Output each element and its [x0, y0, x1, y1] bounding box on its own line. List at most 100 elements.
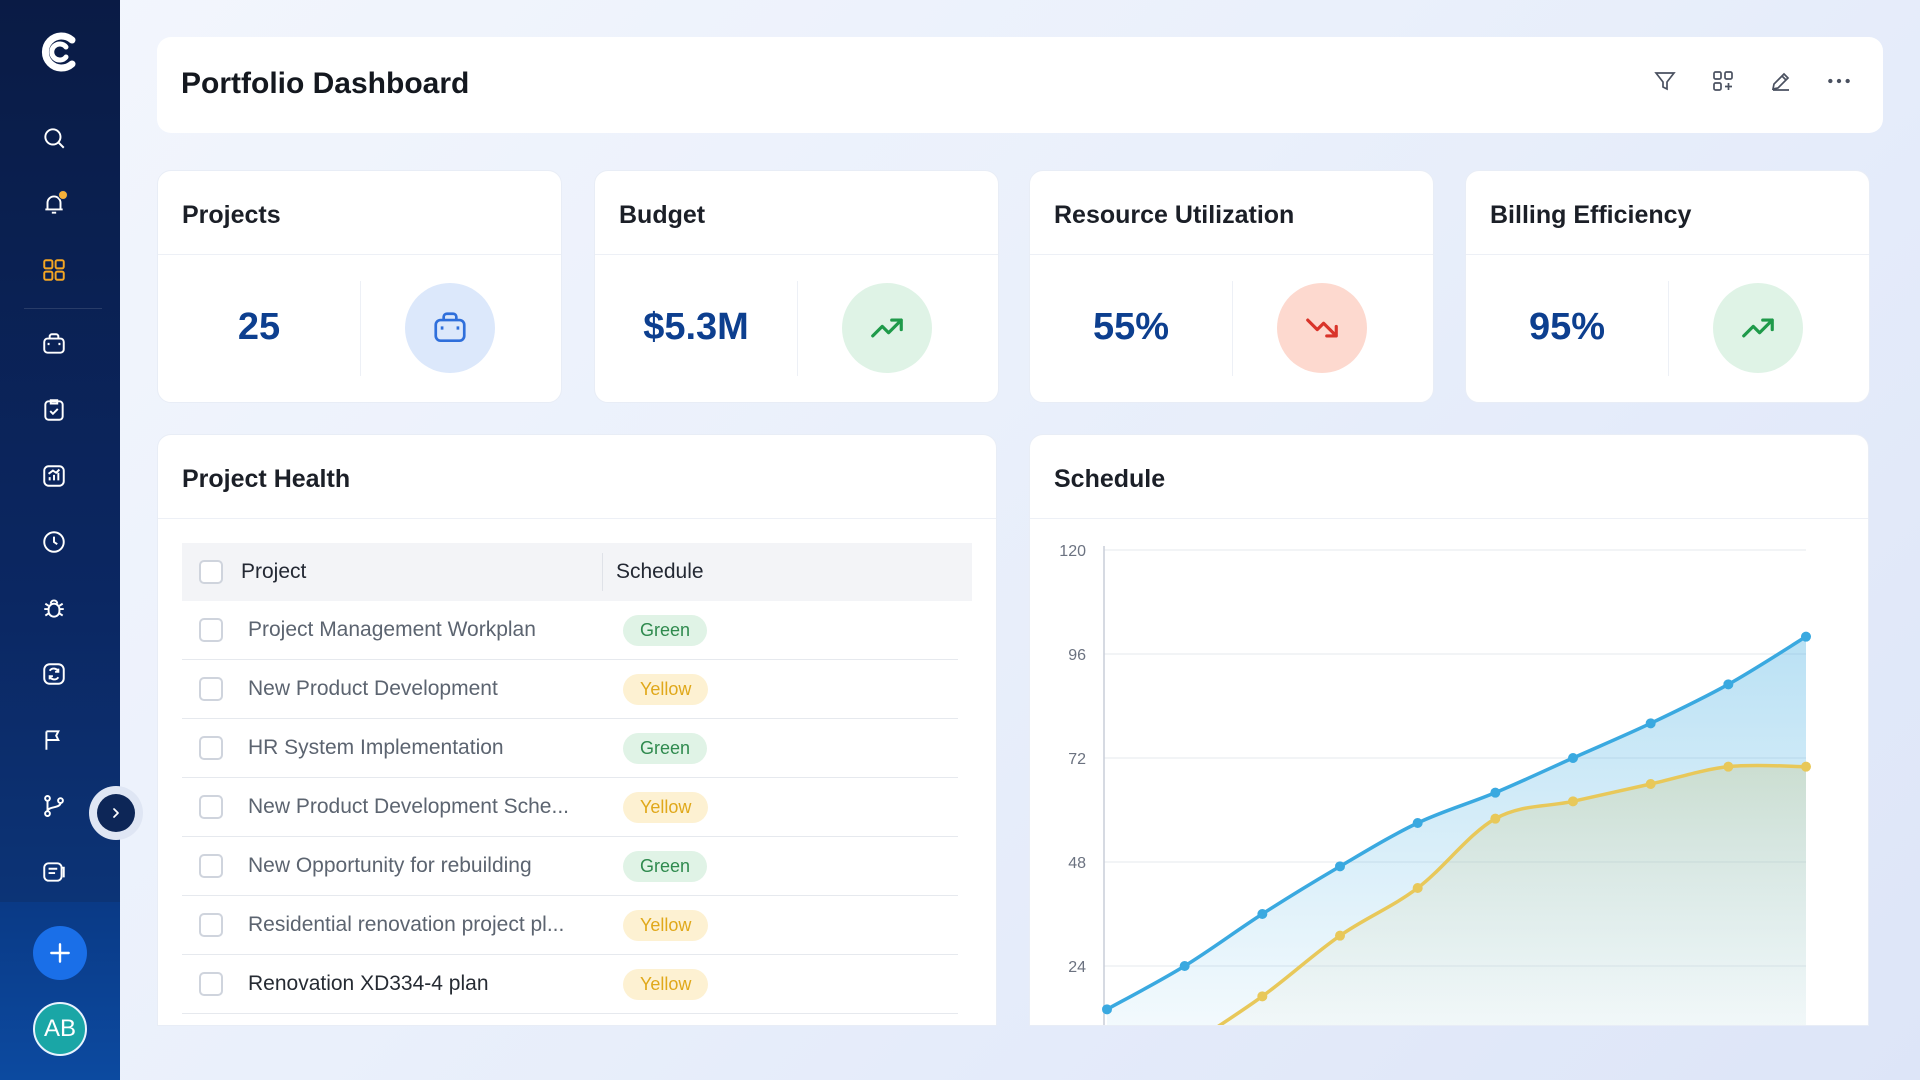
briefcase-icon[interactable] — [38, 328, 70, 360]
project-health-table: Project Schedule Project Management Work… — [182, 543, 972, 1014]
document-icon[interactable] — [38, 856, 70, 888]
divider — [158, 518, 996, 519]
row-checkbox[interactable] — [199, 736, 223, 760]
search-icon[interactable] — [38, 122, 70, 154]
chart-report-icon[interactable] — [38, 460, 70, 492]
data-point-blue[interactable] — [1257, 909, 1268, 919]
table-row[interactable]: HR System Implementation Green — [182, 719, 958, 778]
data-point-blue[interactable] — [1568, 753, 1578, 763]
table-row[interactable]: Project Management Workplan Green — [182, 601, 958, 660]
table-header: Project Schedule — [182, 543, 972, 601]
data-point-yellow[interactable] — [1335, 930, 1345, 941]
bug-icon[interactable] — [38, 592, 70, 624]
divider — [1466, 254, 1869, 255]
project-name[interactable]: New Product Development Sche... — [248, 795, 569, 818]
stat-value: 55% — [1092, 306, 1170, 348]
divider — [797, 281, 798, 376]
clock-icon[interactable] — [38, 526, 70, 558]
project-name[interactable]: Residential renovation project pl... — [248, 913, 565, 936]
sidebar-divider — [24, 308, 102, 309]
clipboard-check-icon[interactable] — [38, 394, 70, 426]
dashboard-grid-icon[interactable] — [38, 254, 70, 286]
row-checkbox[interactable] — [199, 795, 223, 819]
column-divider[interactable] — [602, 553, 603, 591]
stat-title: Projects — [182, 201, 281, 229]
data-point-yellow[interactable] — [1257, 991, 1268, 1002]
avatar[interactable]: AB — [33, 1002, 87, 1056]
table-row[interactable]: New Product Development Sche... Yellow — [182, 778, 958, 837]
row-checkbox[interactable] — [199, 913, 223, 937]
y-tick-label: 24 — [1068, 959, 1086, 976]
status-badge: Green — [623, 614, 708, 646]
edit-icon[interactable] — [1767, 67, 1795, 95]
divider — [1030, 518, 1868, 519]
status-badge: Green — [623, 850, 708, 882]
divider — [595, 254, 998, 255]
sync-icon[interactable] — [38, 658, 70, 690]
data-point-blue[interactable] — [1335, 861, 1345, 872]
stat-title: Billing Efficiency — [1490, 201, 1692, 229]
divider — [1668, 281, 1669, 376]
row-checkbox[interactable] — [199, 854, 223, 878]
data-point-blue[interactable] — [1412, 818, 1423, 828]
table-row[interactable]: Residential renovation project pl... Yel… — [182, 896, 958, 955]
data-point-yellow[interactable] — [1568, 796, 1578, 807]
status-badge: Yellow — [623, 968, 709, 1000]
stat-title: Resource Utilization — [1054, 201, 1295, 229]
c-logo-icon[interactable] — [36, 28, 84, 76]
project-name[interactable]: Renovation XD334-4 plan — [248, 972, 489, 995]
more-icon[interactable] — [1825, 67, 1853, 95]
divider — [360, 281, 361, 376]
header-actions — [1651, 67, 1853, 95]
column-header-project[interactable]: Project — [241, 560, 307, 583]
git-branch-icon[interactable] — [38, 790, 70, 822]
stat-card-projects: Projects 25 — [157, 170, 562, 403]
status-badge: Yellow — [623, 909, 709, 941]
divider — [1232, 281, 1233, 376]
filter-icon[interactable] — [1651, 67, 1679, 95]
table-row[interactable]: New Opportunity for rebuilding Green — [182, 837, 958, 896]
series-line-yellow — [1217, 763, 1807, 1025]
status-badge: Yellow — [623, 791, 709, 823]
panel-title: Project Health — [182, 465, 351, 493]
data-point-blue[interactable] — [1102, 1004, 1112, 1015]
stat-value: 95% — [1528, 306, 1606, 348]
project-name[interactable]: Project Management Workplan — [248, 618, 536, 641]
add-widget-icon[interactable] — [1709, 67, 1737, 95]
data-point-yellow[interactable] — [1723, 761, 1734, 772]
data-point-yellow[interactable] — [1412, 883, 1423, 893]
project-name[interactable]: New Opportunity for rebuilding — [248, 854, 532, 877]
data-point-yellow[interactable] — [1801, 761, 1811, 772]
data-point-blue[interactable] — [1179, 961, 1190, 971]
divider — [1030, 254, 1433, 255]
column-header-schedule[interactable]: Schedule — [616, 560, 704, 583]
panel-title: Schedule — [1054, 465, 1166, 493]
table-row[interactable]: New Product Development Yellow — [182, 660, 958, 719]
data-point-blue[interactable] — [1645, 718, 1656, 729]
project-name[interactable]: New Product Development — [248, 677, 498, 700]
stat-card-billing-efficiency: Billing Efficiency 95% — [1465, 170, 1870, 403]
add-button[interactable] — [33, 926, 87, 980]
flag-icon[interactable] — [38, 724, 70, 756]
table-row[interactable]: Renovation XD334-4 plan Yellow — [182, 955, 958, 1014]
bell-icon[interactable] — [38, 188, 70, 220]
briefcase-icon — [405, 283, 495, 373]
data-point-blue[interactable] — [1801, 631, 1811, 642]
data-point-blue[interactable] — [1723, 679, 1734, 690]
sidebar — [0, 0, 120, 1080]
y-tick-label: 120 — [1059, 543, 1086, 560]
trend-up-icon — [1713, 283, 1803, 373]
stat-card-resource-utilization: Resource Utilization 55% — [1029, 170, 1434, 403]
data-point-yellow[interactable] — [1645, 779, 1656, 789]
data-point-blue[interactable] — [1490, 787, 1501, 798]
series-line-blue — [1106, 635, 1807, 1011]
data-point-yellow[interactable] — [1490, 813, 1501, 824]
select-all-checkbox[interactable] — [199, 560, 223, 584]
project-name[interactable]: HR System Implementation — [248, 736, 504, 759]
stat-title: Budget — [619, 201, 706, 229]
sidebar-collapse-button[interactable] — [89, 786, 143, 840]
row-checkbox[interactable] — [199, 618, 223, 642]
row-checkbox[interactable] — [199, 677, 223, 701]
row-checkbox[interactable] — [199, 972, 223, 996]
trend-down-icon — [1277, 283, 1367, 373]
